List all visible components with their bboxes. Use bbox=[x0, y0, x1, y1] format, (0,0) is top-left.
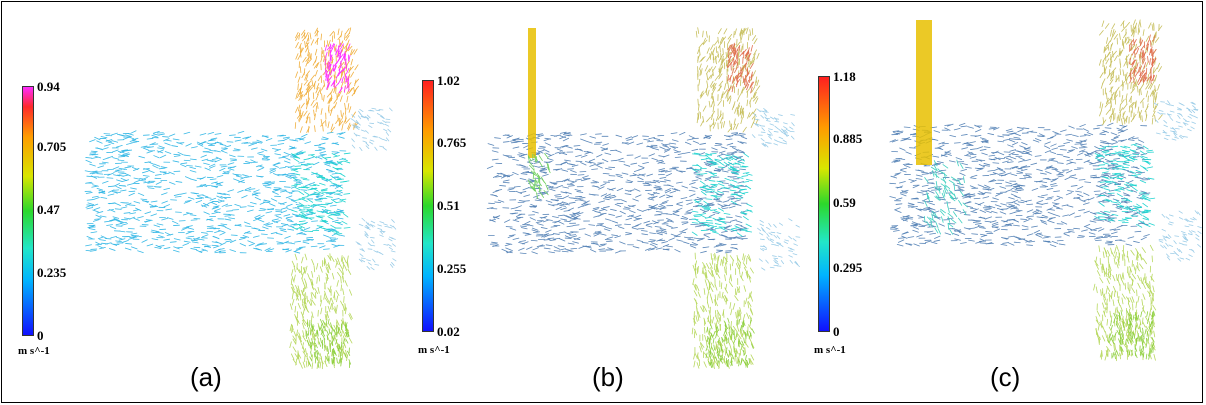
colorbar-c-tick-2: 0.59 bbox=[833, 195, 856, 210]
colorbar-a-tick-min: 0 bbox=[37, 328, 44, 343]
colorbar-a bbox=[22, 86, 34, 336]
colorbar-c-tick-3: 0.885 bbox=[833, 131, 863, 146]
panel-label-b: (b) bbox=[592, 362, 624, 392]
colorbar-a-tick-max: 0.94 bbox=[37, 79, 60, 94]
panel-label-c: (c) bbox=[990, 362, 1021, 392]
colorbar-b-unit: m s^-1 bbox=[418, 344, 450, 356]
colorbar-b bbox=[422, 80, 434, 332]
colorbar-b-tick-1: 0.255 bbox=[437, 261, 467, 276]
panel-label-a: (a) bbox=[190, 362, 222, 392]
colorbar-c-tick-max: 1.18 bbox=[833, 69, 856, 84]
panel-a: 0.94 0.705 0.47 0.235 0 m s^-1 (a) bbox=[0, 0, 400, 403]
colorbar-a-tick-3: 0.705 bbox=[37, 139, 67, 154]
colorbar-c bbox=[818, 76, 830, 332]
colorbar-a-tick-2: 0.47 bbox=[37, 202, 60, 217]
vector-field-b bbox=[486, 27, 801, 370]
velocity-field-c bbox=[889, 19, 1202, 362]
colorbar-b-tick-max: 1.02 bbox=[437, 73, 460, 88]
panel-b: 1.02 0.765 0.51 0.255 0.02 m s^-1 (b) bbox=[402, 0, 802, 403]
colorbar-b-tick-2: 0.51 bbox=[437, 198, 460, 213]
vector-field-c bbox=[889, 19, 1202, 362]
colorbar-c-tick-min: 0 bbox=[833, 324, 840, 339]
colorbar-a-unit: m s^-1 bbox=[18, 345, 50, 357]
velocity-field-b bbox=[486, 27, 801, 370]
colorbar-b-tick-min: 0.02 bbox=[437, 324, 460, 339]
panel-c: 1.18 0.885 0.59 0.295 0 m s^-1 (c) bbox=[804, 0, 1204, 403]
vector-field-a bbox=[84, 27, 397, 370]
colorbar-b-tick-3: 0.765 bbox=[437, 135, 467, 150]
colorbar-c-tick-1: 0.295 bbox=[833, 260, 863, 275]
colorbar-c-unit: m s^-1 bbox=[814, 344, 846, 356]
colorbar-a-tick-1: 0.235 bbox=[37, 265, 67, 280]
velocity-field-a bbox=[84, 27, 397, 370]
